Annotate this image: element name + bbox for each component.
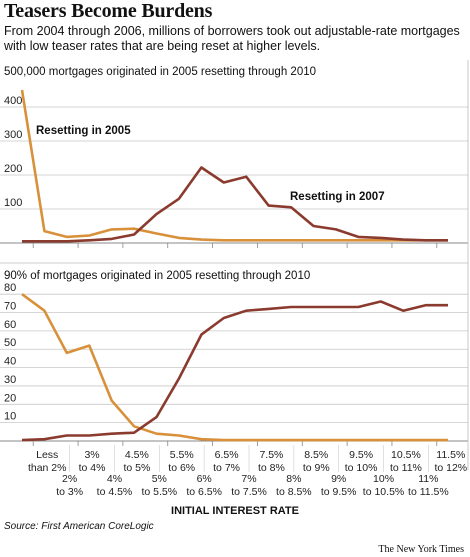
x-tick-label: to 7% [213, 462, 240, 474]
source-note: Source: First American CoreLogic [4, 521, 154, 532]
x-tick-label: to 4.5% [97, 486, 133, 498]
x-tick-label: 7% [241, 473, 256, 485]
y-tick-label: 40 [4, 356, 16, 368]
y-tick-label: 50 [4, 337, 16, 349]
x-tick-label: 5.5% [170, 449, 194, 461]
x-tick-label: 8.5% [304, 449, 328, 461]
x-tick-label: to 8.5% [276, 486, 312, 498]
x-tick-label: to 9.5% [321, 486, 357, 498]
x-tick-label: Less [36, 449, 58, 461]
x-tick-label: to 7.5% [231, 486, 267, 498]
x-tick-label: 7.5% [259, 449, 283, 461]
x-tick-label: to 10.5% [363, 486, 404, 498]
y-tick-label: 100 [4, 197, 22, 209]
y-tick-label: 10 [4, 411, 16, 423]
y-tick-label: 30 [4, 374, 16, 386]
x-tick-label: to 8% [258, 462, 285, 474]
x-tick-label: 5% [152, 473, 167, 485]
x-tick-label: to 10% [345, 462, 378, 474]
x-tick-label: to 12% [434, 462, 467, 474]
x-tick-label: 6% [197, 473, 212, 485]
x-tick-label: to 6.5% [186, 486, 222, 498]
series-label-2007: Resetting in 2007 [290, 191, 385, 203]
y-tick-label: 300 [4, 129, 22, 141]
x-tick-label: 4% [107, 473, 122, 485]
x-axis-label: INITIAL INTEREST RATE [171, 505, 299, 517]
bottom-panel-label: 90% of mortgages originated in 2005 rese… [4, 270, 311, 282]
x-tick-label: 6.5% [215, 449, 239, 461]
x-tick-label: to 11% [390, 462, 422, 474]
series-line-1-1 [21, 300, 448, 442]
x-tick-label: 2% [62, 473, 77, 485]
x-tick-label: 10% [373, 473, 394, 485]
y-tick-label: 200 [4, 163, 22, 175]
x-tick-label: to 4% [79, 462, 106, 474]
y-tick-label: 20 [4, 392, 16, 404]
x-tick-label: 3% [84, 449, 99, 461]
y-tick-label: 60 [4, 319, 16, 331]
top-panel-label: 500,000 mortgages originated in 2005 res… [4, 66, 317, 78]
x-tick-label: to 5% [123, 462, 150, 474]
x-tick-label: 11.5% [436, 449, 465, 461]
series-label-2005: Resetting in 2005 [36, 125, 131, 137]
y-tick-label: 70 [4, 301, 16, 313]
x-tick-label: 9.5% [349, 449, 373, 461]
chart-title: Teasers Become Burdens [4, 0, 213, 22]
y-tick-label: 80 [4, 282, 16, 294]
x-tick-label: to 6% [168, 462, 195, 474]
x-tick-label: to 11.5% [408, 486, 449, 498]
x-tick-label: to 9% [303, 462, 330, 474]
x-tick-label: 8% [286, 473, 301, 485]
x-tick-label: 4.5% [125, 449, 149, 461]
credit-note: The New York Times [378, 544, 464, 555]
x-tick-label: than 2% [28, 462, 67, 474]
x-tick-label: 9% [331, 473, 346, 485]
series-line-0-0 [20, 89, 448, 242]
chart-subtitle: From 2004 through 2006, millions of borr… [4, 24, 460, 53]
x-tick-label: 11% [418, 473, 438, 485]
x-tick-label: 10.5% [391, 449, 421, 461]
x-tick-label: to 5.5% [142, 486, 178, 498]
y-tick-label: 400 [4, 95, 22, 107]
series-line-0-1 [22, 166, 448, 243]
x-tick-label: to 3% [56, 486, 83, 498]
series-line-1-0 [21, 293, 448, 442]
